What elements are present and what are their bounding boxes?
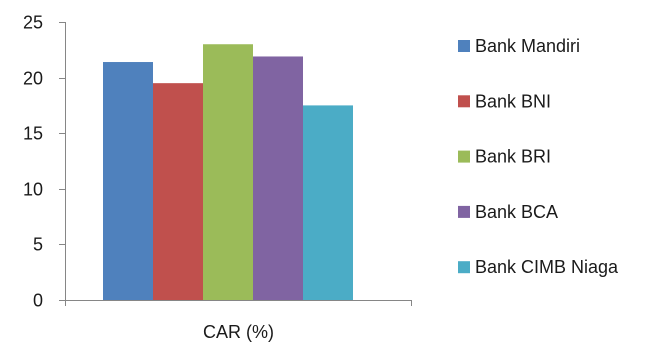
y-tick-label: 15 bbox=[23, 124, 43, 144]
y-tick-label: 20 bbox=[23, 69, 43, 89]
legend: Bank Mandiri Bank BNI Bank BRI Bank BCA Bank… bbox=[458, 36, 619, 277]
y-tick-label: 25 bbox=[23, 13, 43, 33]
legend-item: Bank BNI bbox=[458, 91, 551, 111]
legend-label: Bank BRI bbox=[475, 147, 551, 167]
legend-swatch bbox=[458, 40, 470, 52]
legend-label: Bank BNI bbox=[475, 91, 551, 111]
bar-bank-mandiri bbox=[103, 62, 153, 301]
x-category-labels: CAR (%) bbox=[203, 322, 274, 342]
bar-bank-bni bbox=[153, 83, 203, 300]
bar-bank-bca bbox=[253, 56, 303, 300]
legend-swatch bbox=[458, 95, 470, 108]
bar-bank-cimb-niaga bbox=[303, 105, 353, 301]
legend-item: Bank CIMB Niaga bbox=[458, 257, 619, 277]
legend-label: Bank Mandiri bbox=[475, 36, 580, 56]
y-tick-label: 5 bbox=[33, 235, 43, 255]
legend-swatch bbox=[458, 261, 470, 274]
legend-swatch bbox=[458, 205, 470, 218]
bars bbox=[103, 44, 353, 301]
y-tick-label: 0 bbox=[33, 291, 43, 311]
y-tick-labels: 0 5 10 15 20 25 bbox=[23, 13, 66, 311]
legend-label: Bank BCA bbox=[475, 202, 558, 222]
legend-item: Bank BCA bbox=[458, 202, 558, 222]
y-tick-label: 10 bbox=[23, 180, 43, 200]
x-category-label: CAR (%) bbox=[203, 322, 274, 342]
legend-item: Bank BRI bbox=[458, 147, 551, 167]
legend-swatch bbox=[458, 150, 470, 163]
legend-label: Bank CIMB Niaga bbox=[475, 257, 619, 277]
bar-bank-bri bbox=[203, 44, 253, 300]
legend-item: Bank Mandiri bbox=[458, 36, 580, 56]
